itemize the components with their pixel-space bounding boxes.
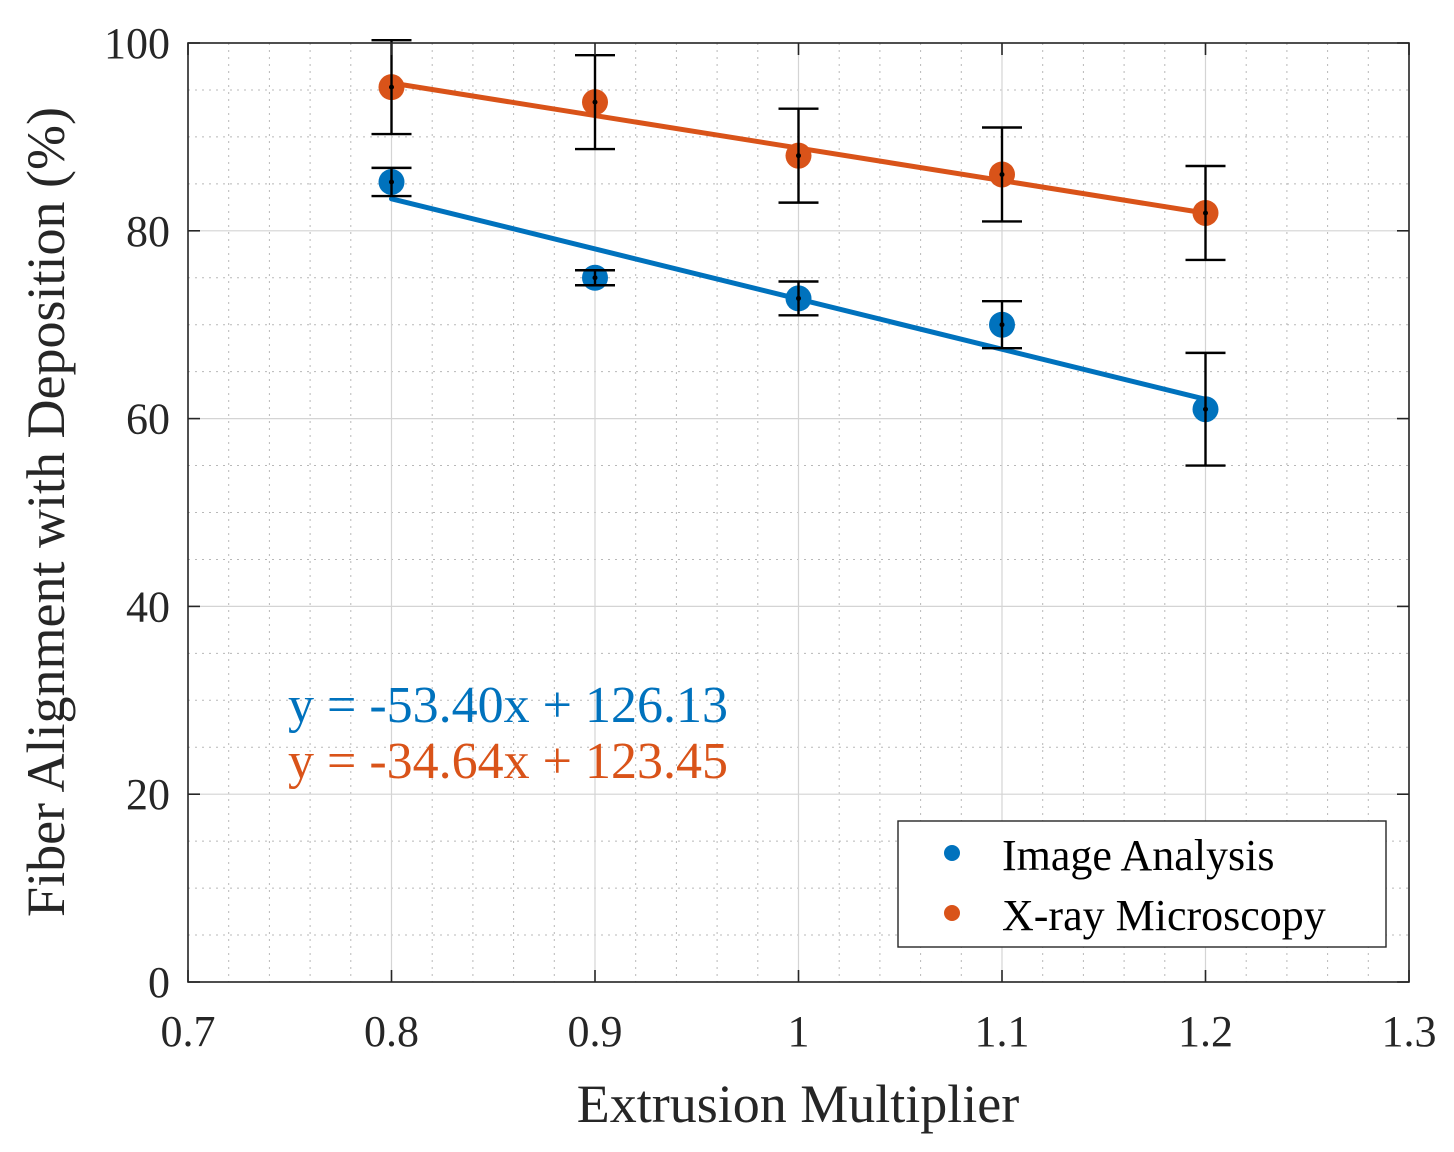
- data-point-center-0: [1203, 406, 1208, 412]
- data-point-center-1: [796, 153, 801, 159]
- data-point-center-1: [389, 84, 394, 90]
- data-point-center-0: [592, 275, 598, 281]
- y-tick-labels: 0 20 40 60 80 100: [104, 19, 170, 1007]
- legend-label-xray-microscopy: X-ray Microscopy: [1002, 891, 1326, 940]
- x-tick-label: 1.2: [1178, 1007, 1233, 1056]
- x-tick-label: 0.8: [364, 1007, 419, 1056]
- legend-box: [897, 820, 1387, 948]
- x-tick-label: 1.1: [975, 1007, 1030, 1056]
- ticks: [187, 42, 1410, 983]
- y-tick-label: 100: [104, 19, 170, 68]
- data-point-center-0: [389, 179, 394, 185]
- data-point-center-0: [999, 322, 1005, 328]
- data-point-center-1: [1203, 210, 1208, 216]
- x-tick-label: 1: [788, 1007, 810, 1056]
- data-point-center-1: [592, 99, 598, 105]
- y-tick-label: 60: [126, 395, 170, 444]
- data-point-center-1: [999, 171, 1005, 177]
- data-point-center-0: [796, 295, 801, 301]
- errorbars: [371, 38, 1226, 467]
- x-tick-label: 0.7: [161, 1007, 216, 1056]
- x-tick-labels: 0.7 0.8 0.9 1 1.1 1.2 1.3: [161, 1007, 1437, 1056]
- y-tick-label: 80: [126, 207, 170, 256]
- legend-label-image-analysis: Image Analysis: [1002, 831, 1275, 880]
- x-tick-label: 1.3: [1382, 1007, 1437, 1056]
- fit-equation-image-analysis: y = -53.40x + 126.13: [288, 677, 728, 734]
- legend-marker-image-analysis: [944, 845, 960, 861]
- y-tick-label: 40: [126, 582, 170, 631]
- y-axis-title: Fiber Alignment with Deposition (%): [16, 107, 76, 917]
- y-tick-label: 20: [126, 770, 170, 819]
- legend-marker-xray-microscopy: [944, 905, 960, 921]
- x-axis-title: Extrusion Multiplier: [577, 1074, 1019, 1134]
- x-tick-label: 0.9: [568, 1007, 623, 1056]
- legend: Image Analysis X-ray Microscopy: [897, 820, 1387, 948]
- fit-equation-xray-microscopy: y = -34.64x + 123.45: [288, 733, 728, 790]
- y-tick-label: 0: [148, 958, 170, 1007]
